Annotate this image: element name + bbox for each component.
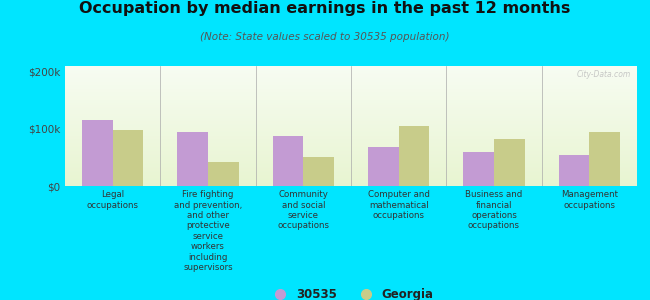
Bar bbox=[208, 162, 239, 186]
Bar bbox=[82, 120, 112, 186]
Bar bbox=[559, 154, 590, 186]
Bar bbox=[273, 136, 304, 186]
Legend: 30535, Georgia: 30535, Georgia bbox=[264, 284, 438, 300]
Text: Occupation by median earnings in the past 12 months: Occupation by median earnings in the pas… bbox=[79, 2, 571, 16]
Bar bbox=[304, 158, 334, 186]
Bar bbox=[494, 139, 525, 186]
Bar bbox=[398, 126, 429, 186]
Bar bbox=[112, 130, 143, 186]
Bar bbox=[590, 132, 620, 186]
Text: (Note: State values scaled to 30535 population): (Note: State values scaled to 30535 popu… bbox=[200, 32, 450, 41]
Bar bbox=[368, 147, 398, 186]
Bar bbox=[463, 152, 494, 186]
Bar bbox=[177, 132, 208, 186]
Text: City-Data.com: City-Data.com bbox=[577, 70, 631, 79]
